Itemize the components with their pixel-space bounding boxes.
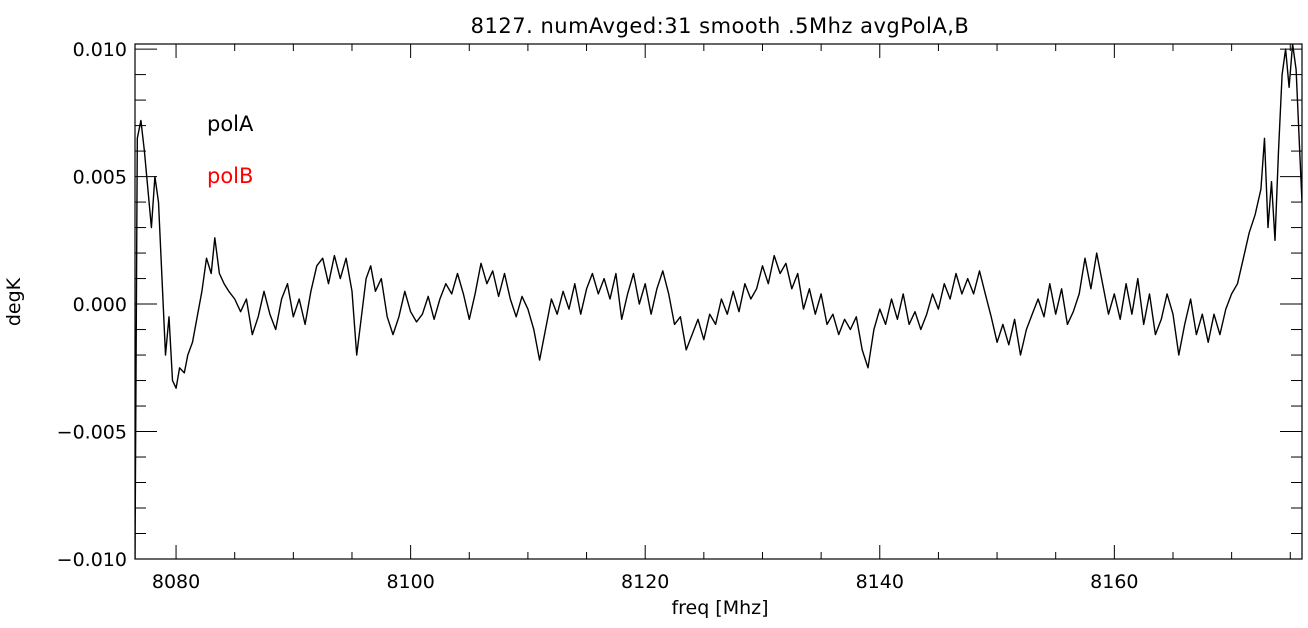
y-tick-label: 0.005	[73, 167, 127, 189]
y-tick-label: 0.010	[73, 39, 127, 61]
legend-entry-polA: polA	[207, 112, 254, 136]
x-tick-label: 8100	[386, 571, 434, 593]
axis-ticks	[135, 44, 1302, 560]
plot-border	[134, 43, 1303, 560]
x-axis-title: freq [Mhz]	[671, 597, 768, 619]
legend: polA polB	[207, 112, 254, 188]
x-tick-label: 8120	[621, 571, 669, 593]
y-tick-label: −0.010	[57, 549, 127, 571]
y-axis-title: degK	[3, 277, 25, 326]
x-tick-label: 8140	[856, 571, 904, 593]
y-tick-label: −0.005	[57, 422, 127, 444]
plot-frame	[134, 43, 1303, 560]
y-tick-label: 0.000	[73, 294, 127, 316]
x-tick-label: 8160	[1090, 571, 1138, 593]
x-tick-label: 8080	[152, 571, 200, 593]
series-layer	[135, 44, 1302, 559]
legend-entry-polB: polB	[207, 164, 253, 188]
series-line-polA	[135, 44, 1302, 559]
axis-tick-labels: 8080 8100 8120 8140 8160 −0.010 −0.005 0.000 0.0…	[57, 39, 1139, 593]
chart-title: 8127. numAvged:31 smooth .5Mhz avgPolA,B	[471, 14, 970, 38]
